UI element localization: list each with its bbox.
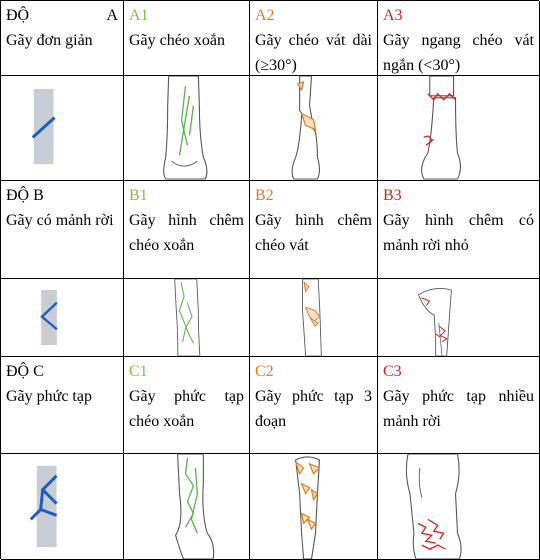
subtype-a3-code: A3 (383, 7, 403, 24)
bone-c2-image (250, 454, 378, 560)
subtype-c2-header: C2 Gãy phức tạp 3 đoạn (250, 357, 378, 454)
degree-c-desc: Gãy phức tạp (6, 388, 92, 405)
bone-b2-image (250, 279, 378, 357)
subtype-c3-code: C3 (383, 363, 402, 380)
schematic-c (1, 454, 124, 560)
subtype-c3-desc: Gãy phức tạp nhiều mảnh rời (383, 388, 534, 430)
subtype-a1-code: A1 (129, 7, 149, 24)
degree-a-desc: Gãy đơn giản (6, 32, 93, 49)
subtype-c1-header: C1 Gãy phức tạp chéo xoắn (124, 357, 250, 454)
subtype-a3-desc: Gãy ngang chéo vát ngắn (<30°) (383, 32, 534, 74)
subtype-b1-code: B1 (129, 187, 148, 204)
schematic-b (1, 279, 124, 357)
bone-b1-image (124, 279, 250, 357)
bone-a2-image (250, 76, 378, 181)
subtype-a2-desc: Gãy chéo vát dài (≥30°) (255, 32, 372, 74)
degree-b-desc: Gãy có mảnh rời (6, 212, 114, 229)
subtype-b3-header: B3 Gãy hình chêm có mảnh rời nhỏ (378, 181, 540, 279)
subtype-b1-header: B1 Gãy hình chêm chéo xoắn (124, 181, 250, 279)
subtype-c2-desc: Gãy phức tạp 3 đoạn (255, 388, 372, 430)
bone-b3-image (378, 279, 540, 357)
subtype-c1-desc: Gãy phức tạp chéo xoắn (129, 388, 244, 430)
subtype-a1-desc: Gãy chéo xoắn (129, 32, 225, 49)
subtype-b2-header: B2 Gãy hình chêm chéo vát (250, 181, 378, 279)
subtype-a2-code: A2 (255, 7, 275, 24)
degree-b-label: ĐỘ B (6, 187, 44, 204)
bone-a1-image (124, 76, 250, 181)
bone-a3-image (378, 76, 540, 181)
degree-c-label: ĐỘ C (6, 363, 44, 380)
subtype-a3-header: A3 Gãy ngang chéo vát ngắn (<30°) (378, 1, 540, 76)
subtype-c2-code: C2 (255, 363, 274, 380)
subtype-b2-code: B2 (255, 187, 274, 204)
degree-a-header: ĐỘ A Gãy đơn giản (1, 1, 124, 76)
bone-c3-image (378, 454, 540, 560)
subtype-b3-code: B3 (383, 187, 402, 204)
subtype-c1-code: C1 (129, 363, 148, 380)
bone-c1-image (124, 454, 250, 560)
degree-a-letter: A (106, 7, 118, 24)
schematic-a (1, 76, 124, 181)
degree-c-header: ĐỘ C Gãy phức tạp (1, 357, 124, 454)
subtype-b2-desc: Gãy hình chêm chéo vát (255, 212, 372, 254)
degree-b-header: ĐỘ B Gãy có mảnh rời (1, 181, 124, 279)
subtype-a2-header: A2 Gãy chéo vát dài (≥30°) (250, 1, 378, 76)
degree-a-label: ĐỘ (6, 7, 30, 24)
subtype-b3-desc: Gãy hình chêm có mảnh rời nhỏ (383, 212, 534, 254)
subtype-b1-desc: Gãy hình chêm chéo xoắn (129, 212, 244, 254)
subtype-a1-header: A1 Gãy chéo xoắn (124, 1, 250, 76)
subtype-c3-header: C3 Gãy phức tạp nhiều mảnh rời (378, 357, 540, 454)
